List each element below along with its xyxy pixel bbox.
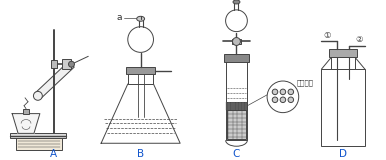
Bar [223,54,249,62]
Polygon shape [12,114,40,133]
Bar [331,57,355,69]
Text: D: D [339,149,347,159]
Bar [10,133,66,138]
Bar [23,109,29,114]
Circle shape [68,61,74,67]
Circle shape [267,81,299,113]
Bar [62,59,71,69]
Text: a: a [116,13,122,22]
Bar [126,67,156,74]
Text: ①: ① [323,31,331,40]
Polygon shape [35,61,74,99]
Circle shape [232,38,240,45]
Ellipse shape [233,0,240,4]
Text: ②: ② [355,35,363,44]
Bar [128,74,154,84]
Ellipse shape [34,91,42,100]
Polygon shape [101,84,180,143]
Ellipse shape [137,16,145,21]
Text: A: A [50,149,57,159]
Circle shape [272,89,278,95]
Bar [225,54,247,140]
Text: 多孔隔板: 多孔隔板 [297,80,314,86]
Text: C: C [233,149,240,159]
Bar [51,60,57,68]
Bar [329,49,357,57]
Circle shape [288,97,294,103]
Circle shape [280,89,286,95]
Circle shape [225,10,247,32]
Circle shape [280,97,286,103]
Bar [227,110,246,139]
Bar [232,39,241,44]
Bar [16,136,62,150]
Circle shape [128,27,154,52]
Circle shape [288,89,294,95]
Bar [322,69,365,146]
Circle shape [272,97,278,103]
Bar [225,102,247,110]
Text: B: B [137,149,144,159]
